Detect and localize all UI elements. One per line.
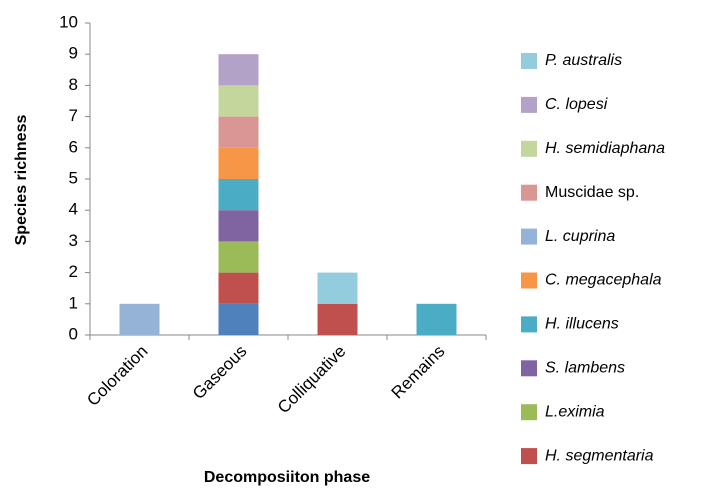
- legend-label: H. segmentaria: [545, 447, 654, 464]
- legend-swatch: [521, 272, 537, 289]
- y-tick-label: 3: [69, 231, 78, 250]
- legend-swatch: [521, 228, 537, 245]
- bar-segment: [317, 272, 358, 304]
- bar-segment: [218, 272, 259, 304]
- legend-swatch: [521, 404, 537, 421]
- legend-swatch: [521, 360, 537, 377]
- bar-segment: [218, 210, 259, 242]
- bar-segment: [317, 303, 358, 335]
- legend-label: H. semidiaphana: [545, 140, 665, 157]
- legend-label: P. australis: [545, 52, 622, 69]
- bar-segment: [218, 85, 259, 117]
- y-tick-label: 5: [69, 168, 78, 187]
- legend-label: S. lambens: [545, 360, 625, 377]
- legend-label: Muscidae sp.: [545, 184, 639, 201]
- y-tick-label: 0: [69, 324, 78, 343]
- x-tick-label: Gaseous: [189, 342, 251, 404]
- x-axis-title: Decomposiiton phase: [204, 469, 370, 486]
- legend-swatch: [521, 448, 537, 465]
- x-tick-label: Remains: [388, 342, 449, 403]
- bar-segment: [218, 147, 259, 179]
- legend-label: L. cuprina: [545, 228, 615, 245]
- y-tick-label: 9: [69, 44, 78, 63]
- legend-label: C. lopesi: [545, 96, 608, 113]
- legend-label: L.eximia: [545, 403, 605, 420]
- x-tick-label: Coloration: [83, 342, 151, 410]
- x-tick-label: Colliquative: [274, 342, 350, 418]
- y-tick-label: 6: [69, 137, 78, 156]
- bar-segment: [119, 303, 160, 335]
- y-tick-label: 2: [69, 262, 78, 281]
- y-tick-label: 8: [69, 75, 78, 94]
- legend-swatch: [521, 140, 537, 157]
- y-tick-label: 7: [69, 106, 78, 125]
- y-tick-label: 10: [59, 12, 78, 31]
- bar-segment: [416, 303, 457, 335]
- bar-segment: [218, 241, 259, 273]
- bar-segment: [218, 54, 259, 86]
- legend-swatch: [521, 316, 537, 333]
- legend-swatch: [521, 53, 537, 69]
- bar-segment: [218, 179, 259, 211]
- bar-segment: [218, 116, 259, 148]
- legend-label: C. megacephala: [545, 272, 662, 289]
- y-axis-title: Species richness: [13, 115, 30, 246]
- y-tick-label: 1: [69, 293, 78, 312]
- legend-swatch: [521, 96, 537, 113]
- legend-label: H. illucens: [545, 316, 619, 333]
- y-tick-label: 4: [69, 200, 78, 219]
- legend-swatch: [521, 184, 537, 201]
- bar-segment: [218, 303, 259, 335]
